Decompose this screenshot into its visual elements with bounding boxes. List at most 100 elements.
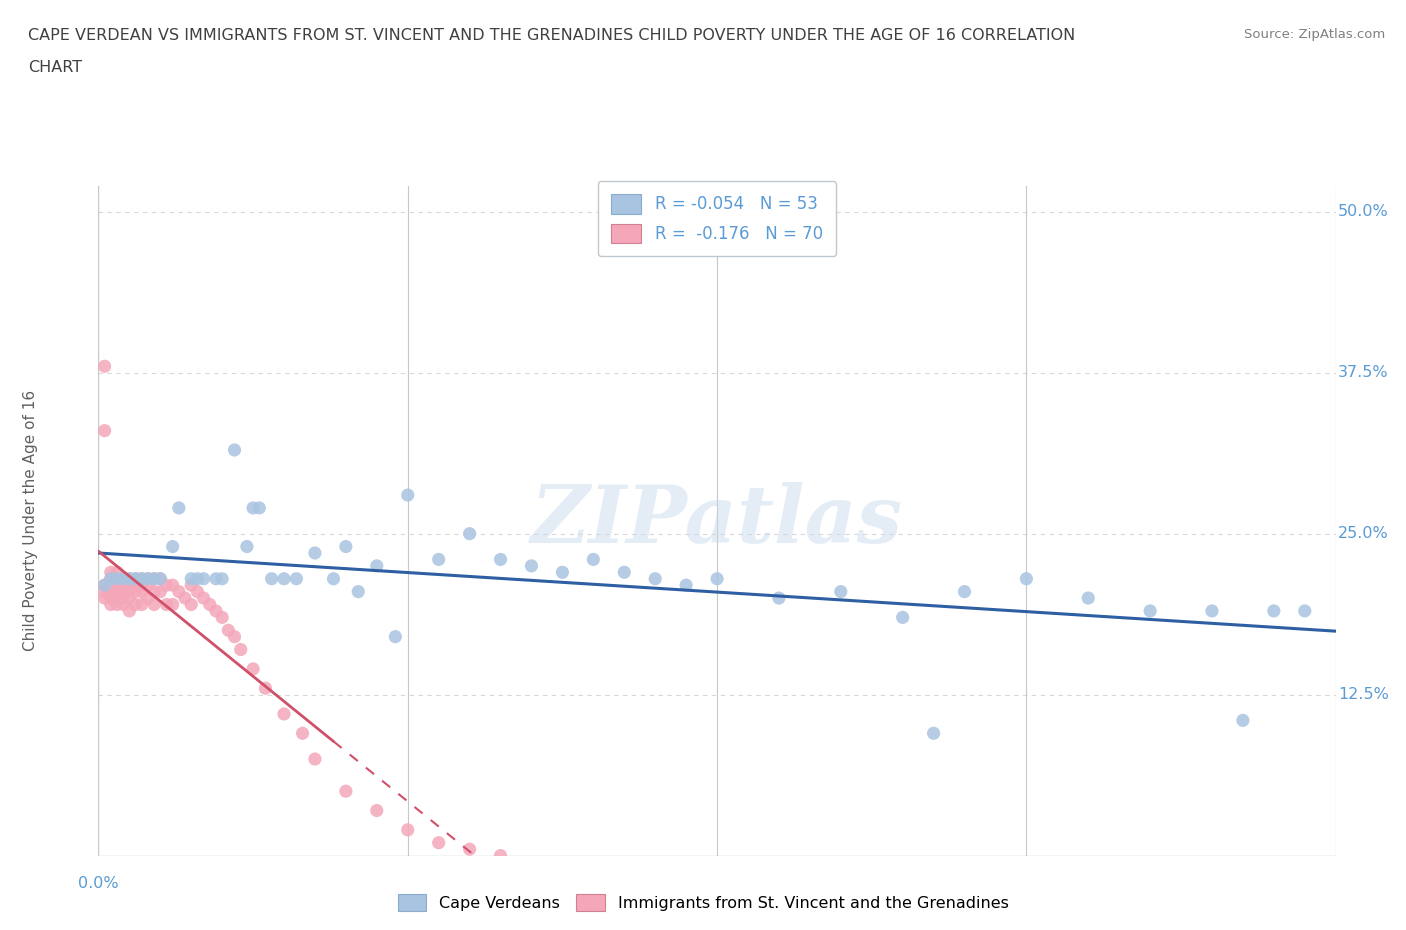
Point <box>162 597 184 612</box>
Point <box>100 591 122 605</box>
Point <box>260 571 283 586</box>
Text: Child Poverty Under the Age of 16: Child Poverty Under the Age of 16 <box>22 391 38 651</box>
Text: CAPE VERDEAN VS IMMIGRANTS FROM ST. VINCENT AND THE GRENADINES CHILD POVERTY UND: CAPE VERDEAN VS IMMIGRANTS FROM ST. VINC… <box>28 28 1076 43</box>
Point <box>118 584 141 599</box>
Point <box>105 597 128 612</box>
Point <box>551 565 574 579</box>
Point <box>186 571 208 586</box>
Point <box>366 804 388 818</box>
Point <box>384 630 406 644</box>
Point <box>1139 604 1161 618</box>
Point <box>93 423 115 438</box>
Point <box>489 848 512 863</box>
Text: CHART: CHART <box>28 60 82 75</box>
Point <box>143 571 166 586</box>
Point <box>304 546 326 561</box>
Point <box>953 584 976 599</box>
Point <box>143 584 166 599</box>
Point <box>211 610 233 625</box>
Point <box>205 571 228 586</box>
Point <box>124 584 146 599</box>
Point <box>335 784 357 799</box>
Text: 50.0%: 50.0% <box>1339 205 1389 219</box>
Point <box>167 584 190 599</box>
Point <box>211 571 233 586</box>
Point <box>1015 571 1038 586</box>
Point <box>1294 604 1316 618</box>
Point <box>131 571 153 586</box>
Point <box>291 725 314 740</box>
Point <box>922 725 945 740</box>
Point <box>675 578 697 592</box>
Point <box>143 571 166 586</box>
Point <box>136 591 159 605</box>
Text: 25.0%: 25.0% <box>1339 526 1389 541</box>
Point <box>118 578 141 592</box>
Point <box>1077 591 1099 605</box>
Point <box>489 552 512 567</box>
Point <box>205 604 228 618</box>
Point <box>830 584 852 599</box>
Point <box>131 584 153 599</box>
Point <box>93 584 115 599</box>
Point <box>335 539 357 554</box>
Point <box>706 571 728 586</box>
Point <box>136 571 159 586</box>
Point <box>180 578 202 592</box>
Point <box>112 578 135 592</box>
Point <box>167 500 190 515</box>
Point <box>124 571 146 586</box>
Point <box>149 571 172 586</box>
Point <box>273 571 295 586</box>
Point <box>112 597 135 612</box>
Point <box>174 591 197 605</box>
Point <box>247 500 270 515</box>
Point <box>242 500 264 515</box>
Point <box>304 751 326 766</box>
Text: 12.5%: 12.5% <box>1339 687 1389 702</box>
Point <box>155 597 177 612</box>
Point <box>93 591 115 605</box>
Point <box>396 487 419 502</box>
Point <box>93 578 115 592</box>
Point <box>155 578 177 592</box>
Point <box>105 578 128 592</box>
Point <box>100 571 122 586</box>
Point <box>180 571 202 586</box>
Point <box>105 565 128 579</box>
Point <box>112 584 135 599</box>
Point <box>143 597 166 612</box>
Point <box>124 597 146 612</box>
Point <box>105 571 128 586</box>
Point <box>193 591 215 605</box>
Point <box>193 571 215 586</box>
Point <box>93 359 115 374</box>
Point <box>149 584 172 599</box>
Text: 0.0%: 0.0% <box>79 876 118 891</box>
Point <box>254 681 277 696</box>
Point <box>131 571 153 586</box>
Point <box>100 578 122 592</box>
Point <box>162 539 184 554</box>
Point <box>396 822 419 837</box>
Point <box>136 571 159 586</box>
Point <box>768 591 790 605</box>
Point <box>112 571 135 586</box>
Point <box>644 571 666 586</box>
Point <box>162 578 184 592</box>
Legend: R = -0.054   N = 53, R =  -0.176   N = 70: R = -0.054 N = 53, R = -0.176 N = 70 <box>598 181 837 256</box>
Point <box>105 584 128 599</box>
Point <box>118 571 141 586</box>
Point <box>118 571 141 586</box>
Point <box>118 591 141 605</box>
Point <box>273 707 295 722</box>
Point <box>100 584 122 599</box>
Point <box>582 552 605 567</box>
Point <box>100 571 122 586</box>
Point <box>322 571 344 586</box>
Point <box>427 835 450 850</box>
Point <box>105 571 128 586</box>
Point <box>124 571 146 586</box>
Point <box>93 578 115 592</box>
Point <box>180 597 202 612</box>
